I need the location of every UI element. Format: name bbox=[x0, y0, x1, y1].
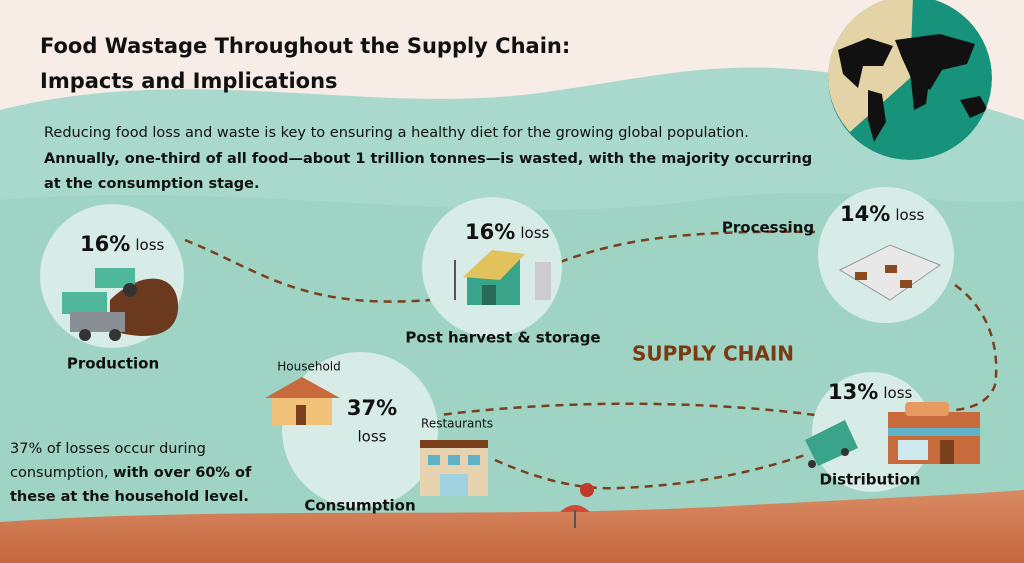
ground bbox=[0, 490, 1024, 563]
intro-text: at the consumption stage. bbox=[44, 176, 260, 192]
text-part: with over 60% of bbox=[113, 465, 252, 481]
loss-label: 14% loss bbox=[840, 202, 925, 226]
stage-name: Post harvest & storage bbox=[405, 329, 600, 347]
text-part: loss bbox=[895, 206, 924, 224]
intro-text: Reducing food loss and waste is key to e… bbox=[44, 125, 749, 141]
truck-icon bbox=[805, 420, 858, 468]
stage-name: Consumption bbox=[304, 497, 415, 515]
text-part: loss bbox=[520, 224, 549, 242]
intro-text: Annually, one-third of all food—about 1 … bbox=[44, 151, 812, 167]
text-part: loss bbox=[135, 236, 164, 254]
text-part: consumption, bbox=[10, 465, 109, 481]
text-part: 16% bbox=[80, 232, 130, 256]
stage-name: Distribution bbox=[820, 471, 921, 489]
factory-icon bbox=[838, 244, 942, 301]
stage-name: Processing bbox=[722, 219, 814, 237]
stage-name: Production bbox=[67, 355, 159, 373]
text-part: 16% bbox=[465, 220, 515, 244]
restaurant-icon bbox=[420, 440, 488, 496]
restaurants-label: Restaurants bbox=[421, 417, 493, 431]
loss-value: 37% bbox=[347, 396, 397, 420]
loss-label: 16% loss bbox=[80, 232, 165, 256]
note-text: consumption, with over 60% of bbox=[10, 465, 252, 481]
text-part: 14% bbox=[840, 202, 890, 226]
loss-word: loss bbox=[358, 428, 387, 446]
supply-path bbox=[184, 230, 998, 490]
globe bbox=[828, 0, 992, 160]
loss-label: 16% loss bbox=[465, 220, 550, 244]
center-label: SUPPLY CHAIN bbox=[632, 342, 794, 366]
umbrella-icon bbox=[560, 483, 594, 528]
teal-wave-2 bbox=[0, 192, 1024, 563]
house-icon bbox=[265, 377, 340, 425]
text-part: 13% bbox=[828, 380, 878, 404]
text-part: loss bbox=[883, 384, 912, 402]
title: Food Wastage Throughout the Supply Chain… bbox=[40, 34, 570, 58]
store-icon bbox=[888, 402, 980, 464]
note-text: these at the household level. bbox=[10, 489, 249, 505]
household-label: Household bbox=[277, 360, 341, 374]
note-text: 37% of losses occur during bbox=[10, 441, 206, 457]
title: Impacts and Implications bbox=[40, 69, 338, 93]
barn-icon bbox=[454, 250, 551, 305]
loss-label: 13% loss bbox=[828, 380, 913, 404]
tractor-icon bbox=[62, 268, 179, 341]
